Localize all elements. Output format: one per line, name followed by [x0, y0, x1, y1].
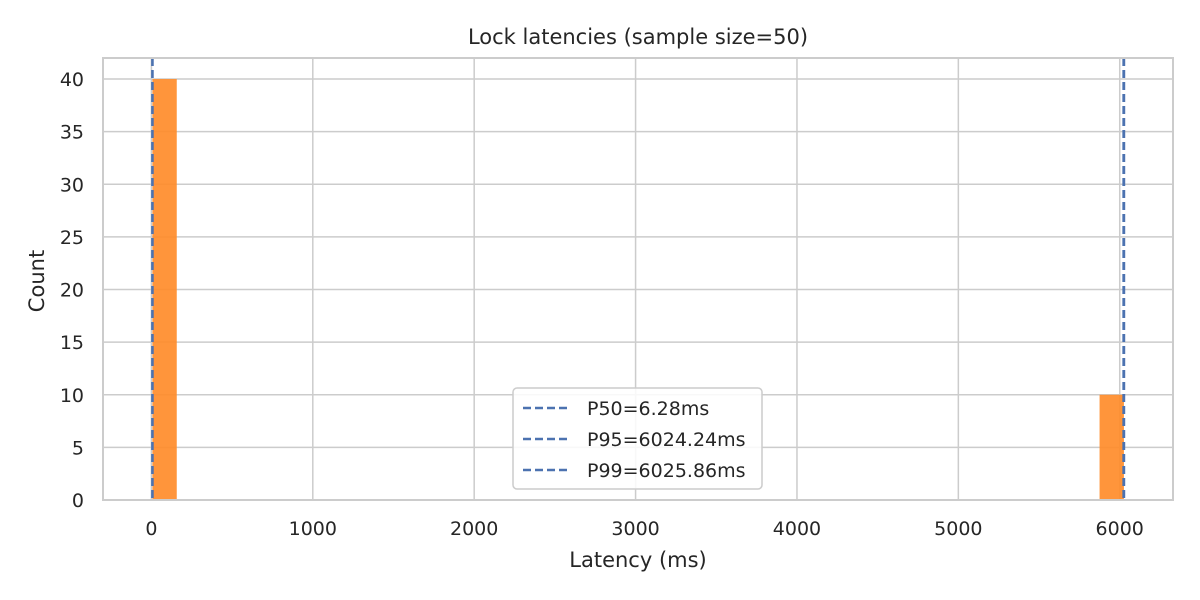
y-tick-labels: 0 5 10 15 20 25 30 35 40: [60, 69, 84, 512]
chart-title: Lock latencies (sample size=50): [468, 25, 808, 49]
y-tick-label: 40: [60, 69, 84, 91]
y-tick-label: 15: [60, 332, 84, 354]
reference-line-layer: [151, 58, 1126, 500]
x-tick-label: 2000: [450, 518, 498, 540]
legend-label: P99=6025.86ms: [587, 460, 746, 482]
bar-layer: [152, 79, 1124, 501]
x-tick-label: 6000: [1096, 518, 1144, 540]
x-tick-labels: 0 1000 2000 3000 4000 5000 6000: [145, 518, 1144, 540]
x-tick-label: 3000: [611, 518, 659, 540]
histogram-bar: [152, 79, 177, 501]
x-tick-label: 1000: [289, 518, 337, 540]
y-tick-label: 0: [72, 490, 84, 512]
histogram-bar: [1099, 394, 1124, 500]
legend-label: P95=6024.24ms: [587, 429, 746, 451]
grid-layer: [103, 58, 1173, 501]
x-axis-title: Latency (ms): [569, 548, 706, 572]
x-tick-label: 5000: [934, 518, 982, 540]
y-tick-label: 20: [60, 280, 84, 302]
x-tick-label: 4000: [773, 518, 821, 540]
y-tick-label: 5: [72, 437, 84, 459]
legend-box: [512, 387, 763, 490]
x-tick-label: 0: [145, 518, 157, 540]
y-axis-title: Count: [25, 250, 49, 312]
y-tick-label: 25: [60, 227, 84, 249]
y-tick-label: 30: [60, 174, 84, 196]
y-tick-label: 10: [60, 385, 84, 407]
legend-items: P50=6.28ms P95=6024.24ms P99=6025.86ms: [523, 398, 746, 482]
legend: P50=6.28ms P95=6024.24ms P99=6025.86ms: [512, 387, 763, 490]
plot-frame: [102, 57, 1174, 501]
y-tick-label: 35: [60, 122, 84, 144]
legend-label: P50=6.28ms: [587, 398, 709, 420]
